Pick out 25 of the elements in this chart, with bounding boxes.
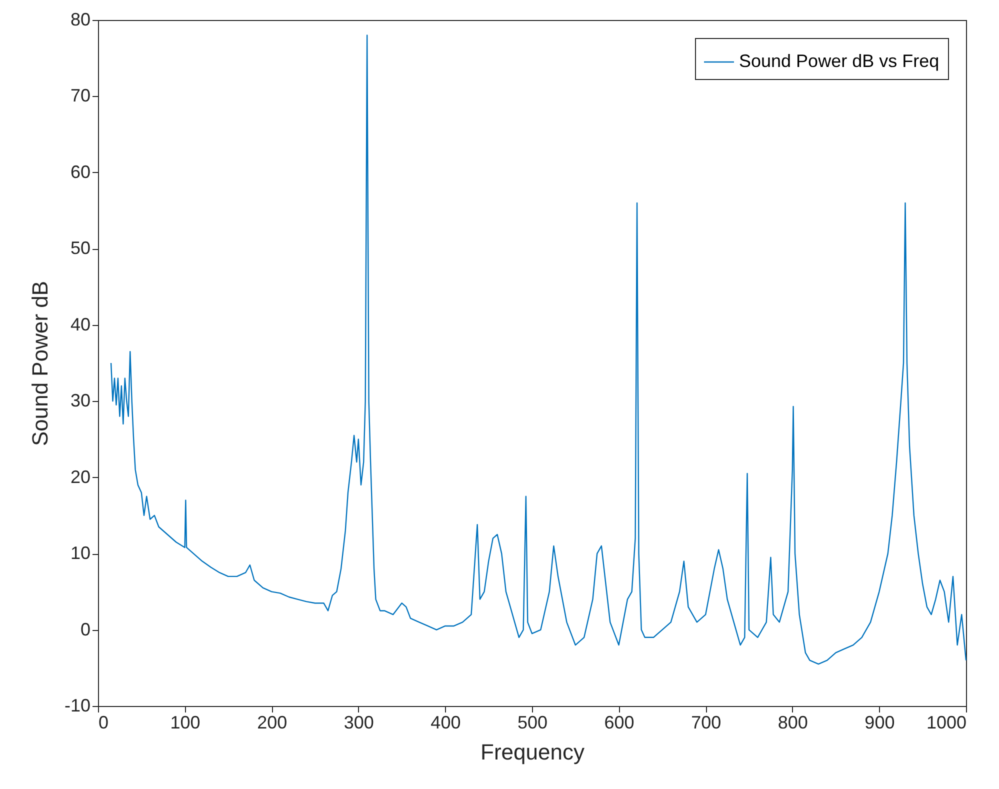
y-tick-label: 50 [70, 238, 90, 258]
y-tick-label: 30 [70, 390, 90, 411]
x-tick-label: 1000 [926, 712, 966, 732]
legend-label: Sound Power dB vs Freq [739, 51, 940, 71]
x-tick-label: 900 [864, 712, 895, 732]
x-tick-label: 300 [344, 712, 374, 732]
x-tick-label: 400 [430, 712, 461, 732]
x-tick-label: 500 [517, 712, 548, 732]
x-tick-label: 700 [691, 712, 722, 732]
x-tick-label: 800 [778, 712, 808, 732]
y-tick-label: 70 [70, 86, 90, 106]
x-tick-label: 200 [257, 712, 288, 732]
y-tick-label: 60 [70, 162, 90, 182]
x-tick-label: 600 [604, 712, 634, 732]
y-tick-label: -10 [64, 696, 90, 716]
y-tick-label: 40 [70, 314, 90, 334]
line-series [110, 34, 967, 665]
x-axis-title: Frequency [480, 740, 584, 764]
y-tick-label: 20 [70, 466, 90, 487]
y-axis-title: Sound Power dB [27, 280, 52, 446]
y-tick-label: 10 [70, 543, 90, 564]
x-tick-label: 0 [98, 712, 109, 732]
y-tick-label: 0 [80, 619, 90, 640]
y-tick-label: 80 [70, 10, 90, 30]
x-tick-label: 100 [170, 712, 200, 732]
